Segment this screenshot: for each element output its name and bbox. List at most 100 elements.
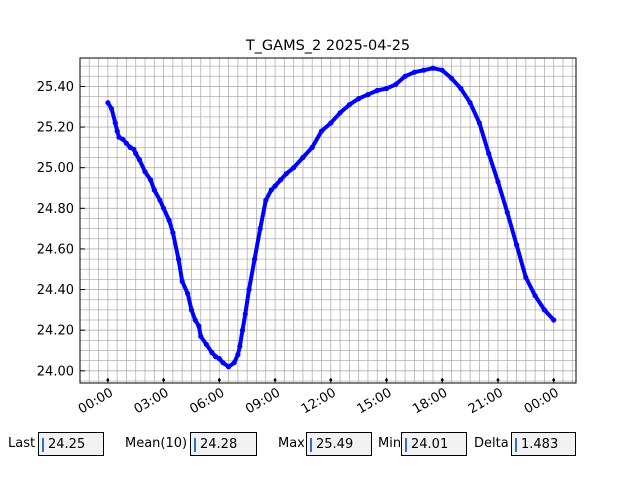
data-point [105, 100, 111, 106]
x-tick-marker [217, 378, 221, 382]
data-point [148, 177, 154, 183]
data-point [337, 110, 343, 116]
data-point [257, 226, 263, 232]
text-cursor [515, 438, 517, 452]
x-tick-label: 12:00 [299, 385, 339, 417]
data-point [123, 140, 129, 146]
data-point [439, 67, 445, 73]
data-point [185, 291, 191, 297]
data-point [239, 327, 246, 333]
data-point [246, 287, 252, 293]
data-point [109, 106, 115, 112]
x-tick-label: 18:00 [410, 385, 450, 417]
mean-value-field[interactable]: 24.28 [190, 432, 257, 456]
data-point [495, 179, 501, 185]
data-point [541, 307, 548, 313]
y-tick-label: 25.40 [37, 80, 74, 95]
data-point [198, 333, 204, 339]
max-label: Max [278, 436, 305, 451]
data-point [365, 92, 371, 98]
x-tick-label: 00:00 [76, 385, 116, 417]
y-tick-label: 24.00 [37, 364, 74, 379]
data-point [252, 256, 258, 262]
x-tick-marker [552, 378, 556, 382]
data-point [131, 146, 137, 152]
data-point [411, 69, 417, 75]
line-chart: T_GAMS_2 2025-04-25 24.00 24.20 24.40 24.60… [37, 38, 577, 417]
y-tick-label: 25.20 [37, 121, 74, 136]
last-value-field[interactable]: 24.25 [38, 432, 104, 456]
max-value-field[interactable]: 25.49 [306, 432, 372, 456]
data-point [421, 67, 427, 73]
min-value-field[interactable]: 24.01 [401, 432, 467, 456]
stats-bar: Last 24.25 Mean(10) 24.28 Max 25.49 Min … [0, 432, 640, 458]
y-tick-label: 24.60 [37, 242, 74, 257]
data-point [133, 150, 139, 157]
y-tick-label: 25.00 [37, 161, 74, 176]
data-point [209, 349, 215, 356]
data-point [393, 81, 399, 87]
data-point [136, 157, 142, 163]
delta-value-field[interactable]: 1.483 [511, 432, 576, 456]
data-point [203, 341, 209, 347]
data-point [356, 96, 362, 102]
data-point [268, 187, 274, 193]
data-point [120, 136, 126, 142]
data-point [309, 144, 315, 150]
data-point [283, 171, 289, 177]
data-point [504, 209, 510, 215]
data-point [235, 352, 241, 358]
data-point [188, 307, 195, 313]
data-point [175, 256, 182, 262]
data-point [374, 87, 380, 94]
data-point [458, 85, 464, 92]
y-axis: 24.00 24.20 24.40 24.60 24.80 25.00 25.20 25.40 [37, 80, 85, 379]
data-point [272, 183, 278, 189]
delta-label: Delta [474, 436, 509, 451]
data-point [263, 197, 269, 203]
x-tick-marker [440, 378, 444, 382]
x-tick-label: 21:00 [466, 385, 506, 417]
text-cursor [194, 438, 196, 452]
x-tick-marker [329, 378, 333, 382]
mean-label: Mean(10) [125, 436, 188, 451]
data-point [114, 128, 120, 134]
mean-value: 24.28 [200, 437, 238, 452]
data-point [231, 360, 237, 366]
data-point [112, 120, 118, 126]
data-point [226, 364, 232, 370]
data-point [486, 150, 492, 157]
data-point [328, 120, 334, 126]
text-cursor [310, 438, 312, 452]
data-point [242, 311, 248, 317]
data-point [196, 323, 202, 329]
x-tick-marker [273, 378, 277, 382]
last-label: Last [8, 436, 36, 451]
last-value: 24.25 [48, 437, 86, 452]
data-point [170, 230, 176, 236]
data-point [551, 317, 557, 323]
data-point [192, 317, 198, 323]
x-tick-label: 06:00 [187, 385, 227, 417]
data-point [383, 85, 390, 92]
y-tick-label: 24.20 [37, 324, 74, 339]
y-tick-label: 24.40 [37, 283, 74, 298]
x-tick-label: 15:00 [355, 385, 395, 417]
data-point [523, 274, 529, 280]
data-point [278, 177, 284, 183]
data-point [220, 360, 226, 366]
plot-frame [79, 57, 577, 384]
data-point [291, 165, 297, 171]
data-point [318, 128, 325, 134]
data-point [237, 343, 243, 349]
data-point [346, 102, 352, 108]
data-point [402, 73, 408, 79]
data-point [300, 154, 306, 161]
x-tick-marker [385, 378, 388, 382]
x-tick-label: 09:00 [243, 385, 283, 417]
data-point [476, 120, 482, 126]
x-tick-marker [106, 378, 110, 382]
data-point [430, 65, 436, 71]
y-tick-label: 24.80 [37, 202, 74, 217]
delta-value: 1.483 [521, 437, 559, 452]
